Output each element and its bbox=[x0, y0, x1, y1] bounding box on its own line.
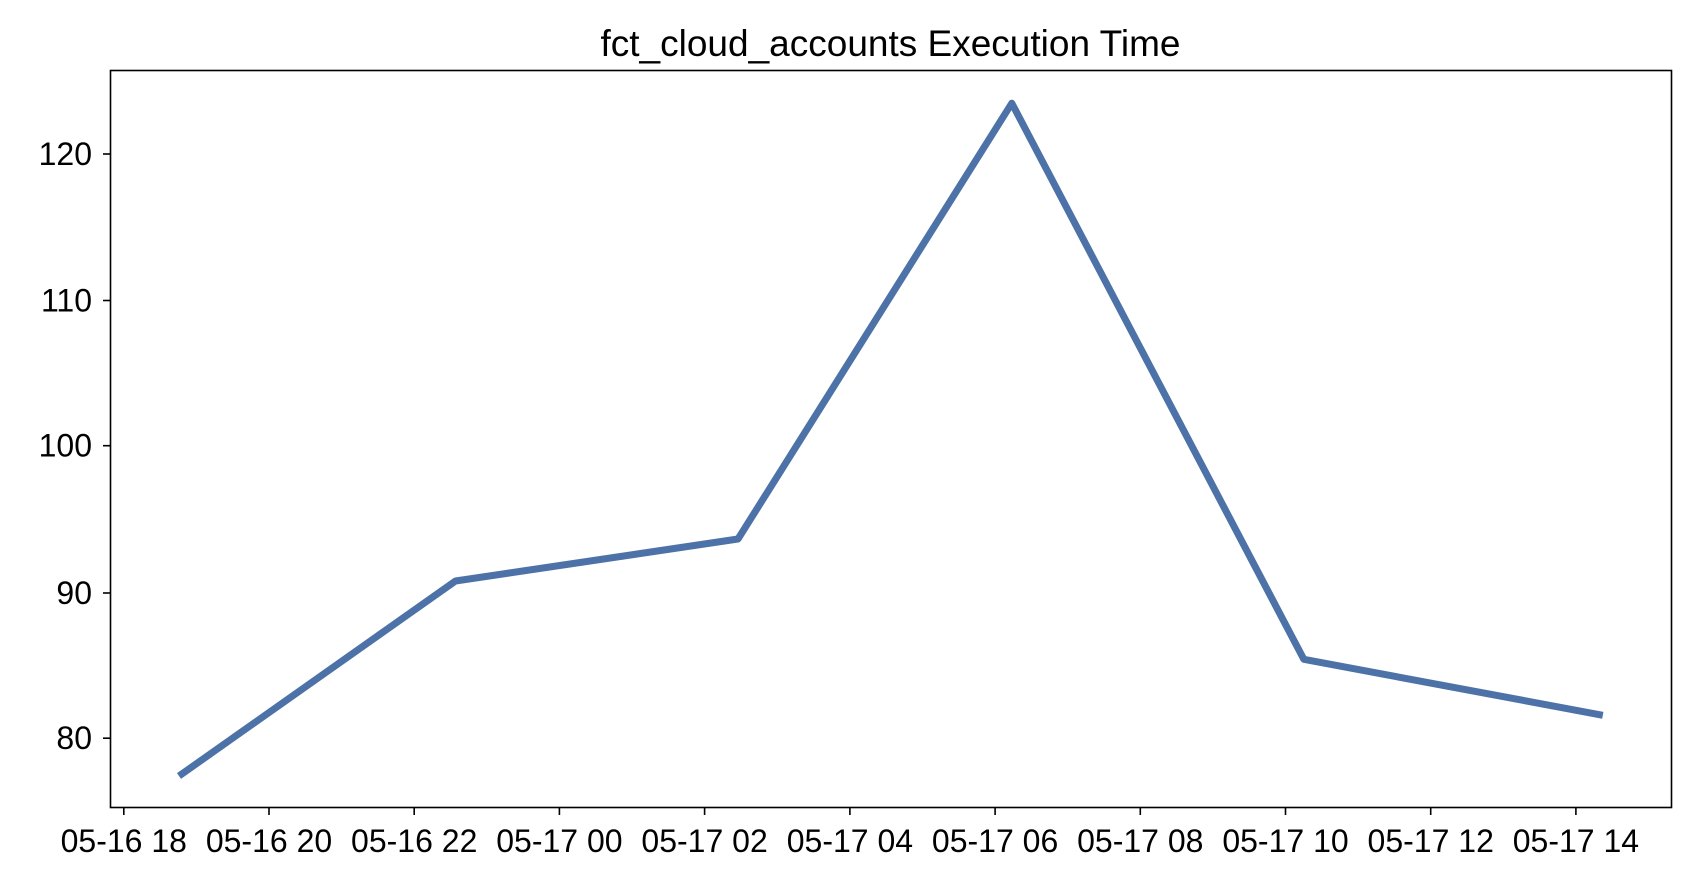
svg-text:05-16 20: 05-16 20 bbox=[206, 823, 332, 859]
svg-text:05-17 02: 05-17 02 bbox=[641, 823, 767, 859]
svg-text:05-17 04: 05-17 04 bbox=[787, 823, 913, 859]
svg-text:05-16 22: 05-16 22 bbox=[351, 823, 477, 859]
svg-text:05-17 14: 05-17 14 bbox=[1513, 823, 1639, 859]
svg-text:05-17 10: 05-17 10 bbox=[1222, 823, 1348, 859]
svg-text:100: 100 bbox=[39, 428, 92, 464]
svg-text:110: 110 bbox=[41, 283, 92, 319]
svg-text:80: 80 bbox=[56, 720, 92, 756]
svg-text:05-16 18: 05-16 18 bbox=[61, 823, 187, 859]
svg-text:05-17 08: 05-17 08 bbox=[1077, 823, 1203, 859]
svg-text:90: 90 bbox=[56, 575, 92, 611]
svg-text:05-17 12: 05-17 12 bbox=[1368, 823, 1494, 859]
svg-text:05-17 06: 05-17 06 bbox=[932, 823, 1058, 859]
svg-text:05-17 00: 05-17 00 bbox=[496, 823, 622, 859]
svg-text:120: 120 bbox=[39, 136, 92, 172]
